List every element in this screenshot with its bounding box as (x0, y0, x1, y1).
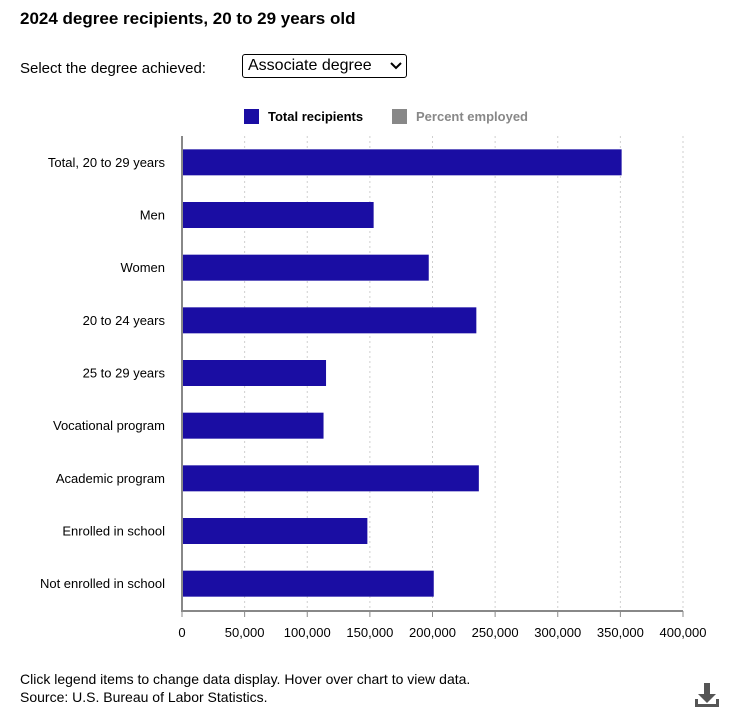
bar[interactable] (182, 202, 374, 228)
chart-footer: Click legend items to change data displa… (20, 670, 470, 706)
bar[interactable] (182, 570, 434, 597)
bar[interactable] (182, 307, 477, 334)
bar[interactable] (182, 412, 324, 439)
bar[interactable] (182, 254, 429, 281)
x-tick-label: 50,000 (225, 625, 265, 640)
category-label: Women (120, 260, 165, 275)
legend-label-percent-employed: Percent employed (416, 109, 528, 124)
x-tick-label: 0 (178, 625, 185, 640)
category-label: Vocational program (53, 418, 165, 433)
chevron-down-icon (390, 55, 402, 84)
degree-selector-label: Select the degree achieved: (20, 60, 206, 77)
bar-chart[interactable]: Total, 20 to 29 years Men Women 20 to 24 ye… (0, 0, 730, 660)
category-label: Academic program (56, 471, 165, 486)
category-label: Enrolled in school (62, 524, 165, 539)
category-label: 25 to 29 years (83, 366, 166, 381)
x-tick-label: 150,000 (346, 625, 393, 640)
download-icon[interactable] (693, 681, 721, 709)
x-tick-label: 250,000 (472, 625, 519, 640)
category-label: 20 to 24 years (83, 313, 166, 328)
legend-swatch-total-recipients (244, 109, 259, 124)
x-tick-label: 100,000 (284, 625, 331, 640)
category-label: Total, 20 to 29 years (48, 155, 166, 170)
footer-instructions: Click legend items to change data displa… (20, 671, 471, 687)
degree-select[interactable]: Associate degree (242, 54, 407, 78)
x-tick-label: 400,000 (660, 625, 707, 640)
legend-item-total-recipients[interactable]: Total recipients (244, 109, 363, 124)
footer-source: Source: U.S. Bureau of Labor Statistics. (20, 689, 268, 705)
bar[interactable] (182, 360, 327, 386)
chart-title: 2024 degree recipients, 20 to 29 years o… (20, 9, 356, 28)
bar[interactable] (182, 149, 622, 176)
legend-label-total-recipients: Total recipients (268, 109, 364, 124)
bar[interactable] (182, 465, 479, 492)
legend-swatch-percent-employed (392, 109, 407, 124)
x-tick-label: 300,000 (534, 625, 581, 640)
category-label: Men (140, 208, 165, 223)
category-label: Not enrolled in school (40, 576, 165, 591)
x-tick-label: 200,000 (409, 625, 456, 640)
degree-select-value: Associate degree (248, 57, 372, 74)
x-tick-label: 350,000 (597, 625, 644, 640)
bar[interactable] (182, 518, 368, 544)
legend-item-percent-employed[interactable]: Percent employed (392, 109, 528, 124)
